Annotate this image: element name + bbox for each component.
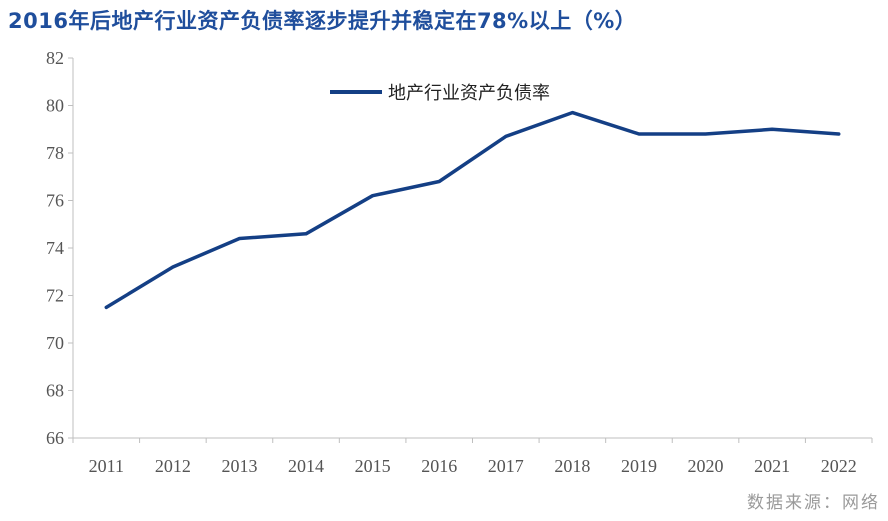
data-point bbox=[637, 132, 641, 136]
data-point bbox=[504, 134, 508, 138]
data-point bbox=[570, 111, 574, 115]
x-tick-label: 2019 bbox=[621, 456, 657, 476]
data-point bbox=[437, 180, 441, 183]
y-tick-label: 78 bbox=[46, 143, 64, 163]
y-tick-label: 68 bbox=[46, 381, 64, 401]
y-tick-label: 72 bbox=[46, 286, 64, 306]
chart-title: 2016年后地产行业资产负债率逐步提升并稳定在78%以上（%） bbox=[8, 9, 637, 33]
x-tick-label: 2014 bbox=[288, 456, 324, 476]
y-tick-label: 74 bbox=[46, 238, 64, 258]
data-point bbox=[837, 132, 841, 136]
x-tick-label: 2017 bbox=[488, 456, 524, 476]
x-ticks: 2011 2012 2013 2014 2015 2016 2017 2018 2019 2020… bbox=[72, 438, 873, 476]
legend-label: 地产行业资产负债率 bbox=[388, 83, 550, 104]
x-tick-label: 2013 bbox=[221, 456, 257, 476]
x-tick-label: 2012 bbox=[155, 456, 191, 476]
x-tick-label: 2021 bbox=[754, 456, 790, 476]
y-ticks: 66 68 70 72 74 76 78 80 82 bbox=[46, 48, 73, 448]
data-point bbox=[237, 237, 241, 240]
y-tick-label: 76 bbox=[46, 191, 64, 211]
y-tick-label: 80 bbox=[46, 96, 64, 116]
legend: 地产行业资产负债率 bbox=[330, 83, 550, 104]
y-tick-label: 70 bbox=[46, 333, 64, 353]
x-tick-label: 2011 bbox=[89, 456, 124, 476]
x-tick-label: 2020 bbox=[688, 456, 724, 476]
data-point bbox=[371, 194, 375, 198]
y-tick-label: 66 bbox=[46, 428, 64, 448]
data-point bbox=[304, 232, 308, 236]
x-tick-label: 2022 bbox=[821, 456, 857, 476]
data-point bbox=[104, 305, 108, 309]
y-tick-label: 82 bbox=[46, 48, 64, 68]
x-tick-label: 2018 bbox=[554, 456, 590, 476]
data-point bbox=[704, 132, 708, 136]
x-tick-label: 2015 bbox=[355, 456, 391, 476]
x-tick-label: 2016 bbox=[421, 456, 457, 476]
series-group bbox=[104, 110, 841, 310]
data-point bbox=[171, 265, 175, 269]
series-line bbox=[104, 110, 841, 310]
source-note: 数据来源：网络 bbox=[747, 493, 880, 513]
data-point bbox=[770, 127, 774, 131]
